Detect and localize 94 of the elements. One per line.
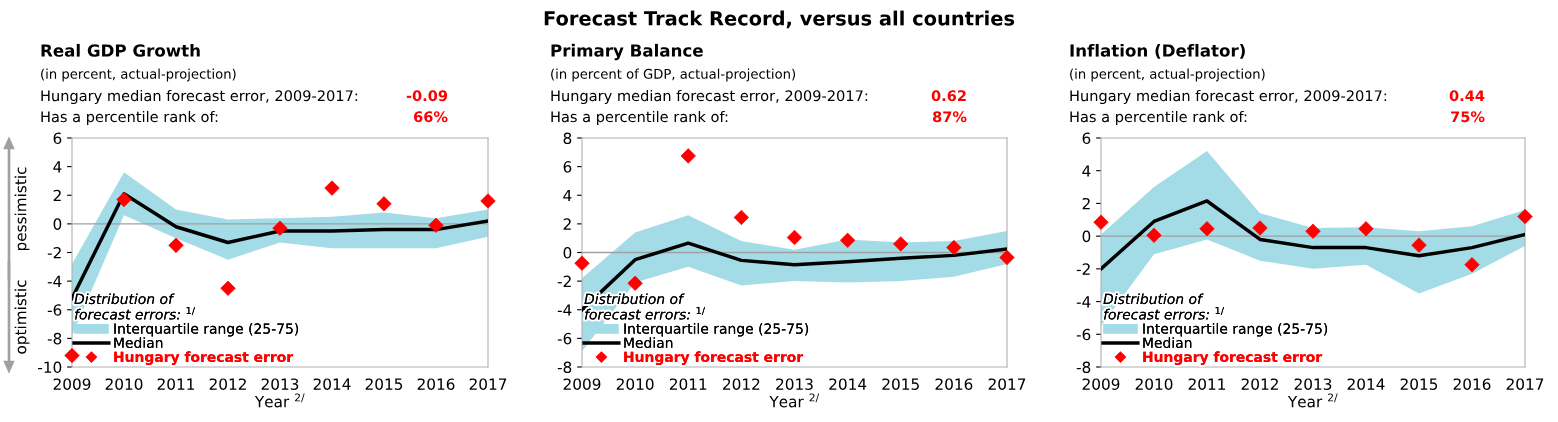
y-tick-label: -8 — [47, 332, 62, 345]
chart-subtitle: (in percent, actual-projection) — [1070, 68, 1265, 82]
legend-label: Hungary forecast error — [624, 351, 804, 365]
text: Has a percentile rank of: — [41, 110, 218, 126]
x-axis-title: Year $^{2/}$ — [254, 393, 305, 408]
chart-subtitle: (in percent of GDP, actual-projection) — [551, 68, 796, 82]
legend-label: Hungary forecast error — [114, 351, 294, 365]
text: 0.62 — [931, 90, 966, 102]
point — [1093, 214, 1109, 230]
x-tick-label: 2016 — [935, 378, 973, 390]
y-tick-label: -10 — [38, 361, 62, 374]
point — [272, 220, 288, 236]
x-tick-label: 2017 — [469, 378, 507, 390]
y-tick-label: 6 — [53, 132, 62, 145]
x-tick-label: 2010 — [616, 378, 654, 390]
x-tick-label: 2010 — [105, 378, 143, 390]
x-tick-label: 2010 — [1135, 378, 1173, 390]
x-axis-title: Year $^{2/}$ — [1287, 393, 1338, 408]
text: Hungary median forecast error, 2009-2017: — [1070, 89, 1387, 105]
point — [574, 255, 590, 271]
legend-label: Interquartile range (25-75) — [114, 323, 299, 337]
y-tick-label: 4 — [563, 189, 572, 202]
text: 75% — [1451, 111, 1485, 123]
x-tick-label: 2009 — [563, 378, 601, 390]
y-tick-label: -2 — [557, 275, 571, 287]
x-tick-label: 2012 — [209, 378, 246, 390]
y-tick-label: 0 — [563, 246, 572, 259]
x-tick-label: 2014 — [829, 378, 867, 390]
x-tick-label: 2009 — [53, 378, 91, 390]
x-tick-label: 2009 — [1082, 378, 1120, 390]
y-tick-label: 6 — [563, 161, 572, 173]
x-tick-label: 2012 — [1241, 378, 1278, 390]
point — [786, 229, 803, 246]
legend-label: Hungary forecast error — [1143, 351, 1323, 365]
y-tick-label: -6 — [47, 304, 62, 316]
chart-subtitle: (in percent, actual-projection) — [41, 68, 236, 82]
text: Forecast Track Record, versus all countries — [544, 10, 1015, 29]
legend-label: Median — [114, 337, 163, 348]
chart-title: Real GDP Growth — [41, 43, 200, 57]
x-axis-title: Year $^{2/}$ — [769, 393, 820, 408]
x-tick-label: 2011 — [157, 378, 195, 390]
y-tick-label: 6 — [1082, 132, 1091, 145]
text: Hungary median forecast error, 2009-2017: — [551, 89, 868, 105]
y-tick-label: -4 — [557, 304, 572, 316]
text: pessimistic — [14, 167, 30, 251]
x-tick-label: 2013 — [1294, 378, 1332, 390]
x-tick-label: 2011 — [669, 378, 707, 390]
chart-title: Inflation (Deflator) — [1070, 43, 1245, 59]
text: 0.44 — [1449, 90, 1485, 102]
text: -0.09 — [406, 90, 448, 102]
x-tick-label: 2015 — [1400, 378, 1438, 390]
text: Hungary median forecast error, 2009-2017: — [41, 89, 358, 105]
text: Has a percentile rank of: — [1070, 110, 1247, 126]
y-tick-label: -8 — [557, 361, 572, 374]
y-tick-label: 2 — [1082, 197, 1090, 210]
x-tick-label: 2014 — [313, 378, 351, 390]
y-tick-label: -6 — [557, 332, 572, 345]
text: Has a percentile rank of: — [551, 110, 728, 126]
text: 66% — [414, 111, 448, 123]
y-tick-label: 4 — [53, 161, 62, 173]
y-tick-label: 8 — [563, 132, 572, 145]
chart-title: Primary Balance — [551, 43, 703, 61]
x-tick-label: 2015 — [365, 378, 403, 390]
y-tick-label: 2 — [53, 189, 61, 202]
x-tick-label: 2013 — [261, 378, 299, 390]
x-tick-label: 2012 — [723, 378, 760, 390]
y-tick-label: -4 — [1076, 296, 1091, 308]
y-tick-label: 0 — [53, 218, 62, 230]
x-tick-label: 2011 — [1188, 378, 1226, 390]
legend-title: Distribution of forecast errors: $^{1/}$ — [74, 293, 196, 320]
x-tick-label: 2013 — [776, 378, 813, 390]
y-tick-label: -4 — [47, 275, 62, 287]
legend-title: Distribution of forecast errors: $^{1/}$ — [1103, 293, 1225, 320]
y-tick-label: -6 — [1076, 328, 1091, 341]
x-tick-label: 2017 — [988, 378, 1026, 390]
legend-label: Interquartile range (25-75) — [624, 323, 809, 337]
x-tick-label: 2016 — [1453, 378, 1491, 390]
x-tick-label: 2014 — [1347, 378, 1385, 390]
legend-label: Median — [1143, 337, 1192, 348]
y-tick-label: 0 — [1082, 230, 1091, 243]
y-tick-label: 4 — [1082, 165, 1091, 177]
y-tick-label: -2 — [1076, 263, 1090, 275]
point — [1305, 223, 1321, 239]
y-tick-label: 2 — [563, 218, 571, 230]
text: optimistic — [14, 280, 30, 354]
x-tick-label: 2017 — [1506, 378, 1544, 390]
text: 87% — [932, 111, 967, 123]
x-tick-label: 2015 — [882, 378, 919, 390]
y-tick-label: -2 — [47, 246, 61, 259]
legend-label: Median — [624, 337, 673, 348]
point — [324, 180, 340, 196]
y-tick-label: -8 — [1076, 361, 1091, 374]
x-tick-label: 2016 — [417, 378, 455, 390]
legend-label: Interquartile range (25-75) — [1143, 323, 1328, 337]
